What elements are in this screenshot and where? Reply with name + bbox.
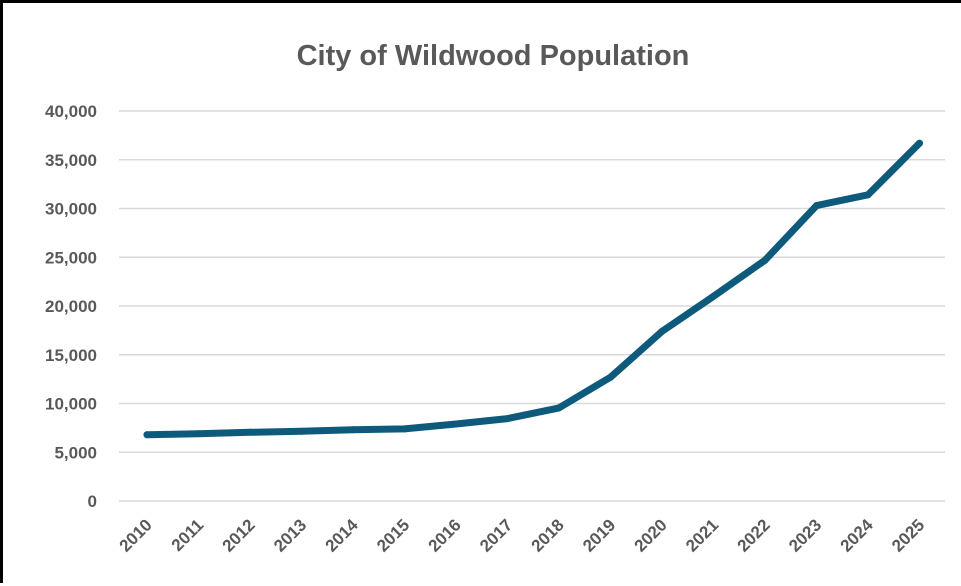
y-tick-label: 10,000	[45, 395, 97, 414]
data-point	[710, 292, 717, 300]
x-tick-label: 2014	[322, 515, 363, 556]
series-layer	[143, 139, 923, 439]
x-tick-label: 2021	[682, 515, 722, 555]
y-tick-label: 40,000	[45, 102, 97, 121]
x-tick-label: 2011	[168, 515, 208, 555]
x-tick-label: 2019	[579, 515, 619, 555]
data-point	[555, 404, 563, 412]
data-point	[607, 373, 614, 381]
data-point	[452, 420, 460, 428]
y-tick-label: 30,000	[45, 200, 97, 219]
chart-title: City of Wildwood Population	[297, 40, 690, 72]
x-tick-label: 2016	[425, 515, 465, 555]
line-chart: City of Wildwood Population 0 5,000 10,000…	[45, 40, 945, 556]
x-tick-label: 2025	[888, 515, 928, 555]
x-tick-label: 2010	[116, 515, 156, 555]
y-axis-ticks: 0 5,000 10,000 15,000 20,000 25,000 30,000 35,0…	[45, 102, 97, 511]
y-tick-label: 35,000	[45, 151, 97, 170]
data-point	[813, 202, 820, 210]
x-tick-label: 2024	[837, 515, 878, 556]
data-point	[349, 426, 357, 434]
x-tick-label: 2023	[785, 515, 825, 555]
data-point	[401, 425, 408, 433]
x-tick-label: 2018	[528, 515, 568, 555]
x-tick-label: 2022	[734, 515, 774, 555]
y-tick-label: 15,000	[45, 346, 97, 365]
data-point	[916, 139, 923, 147]
x-tick-label: 2017	[476, 515, 516, 555]
data-point	[246, 428, 254, 436]
data-point	[195, 430, 202, 438]
x-tick-label: 2015	[373, 515, 413, 555]
data-point	[658, 327, 666, 335]
y-tick-label: 25,000	[45, 248, 97, 267]
series-line	[143, 139, 923, 439]
x-tick-label: 2012	[219, 515, 259, 555]
data-point	[143, 431, 151, 439]
data-point	[761, 256, 769, 264]
y-tick-label: 20,000	[45, 297, 97, 316]
data-point	[504, 415, 511, 423]
x-axis-ticks: 2010 2011 2012 2013 2014 2015 2016 2017 2018 2019…	[116, 515, 929, 556]
gridlines	[119, 110, 945, 502]
x-tick-label: 2020	[631, 515, 671, 555]
data-point	[864, 191, 872, 199]
y-tick-label: 0	[88, 492, 97, 511]
y-tick-label: 5,000	[54, 443, 97, 462]
data-point	[298, 427, 305, 435]
x-tick-label: 2013	[270, 515, 310, 555]
